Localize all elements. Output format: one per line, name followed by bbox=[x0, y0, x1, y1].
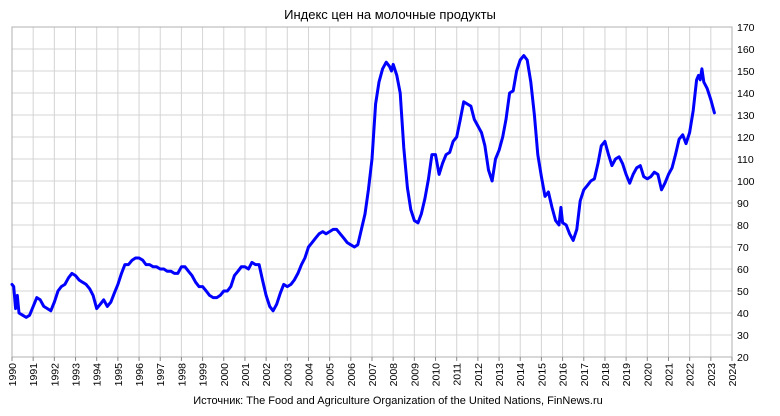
x-tick-label: 2024 bbox=[727, 363, 739, 387]
y-tick-label: 140 bbox=[737, 88, 755, 100]
x-tick-label: 2012 bbox=[473, 363, 485, 387]
y-axis-ticks: 20 30 40 50 60 70 80 90 100 110 120 130 140 150 160 170 bbox=[737, 22, 755, 364]
x-axis-ticks: 1990 1991 1992 1993 1994 1995 1996 1997 1998 1999… bbox=[7, 357, 739, 386]
y-tick-label: 30 bbox=[737, 330, 749, 342]
x-tick-label: 2023 bbox=[706, 363, 718, 387]
x-tick-label: 1997 bbox=[155, 363, 167, 387]
series-line-dairy-index bbox=[10, 54, 716, 319]
x-tick-label: 2015 bbox=[536, 363, 548, 387]
y-tick-label: 80 bbox=[737, 220, 749, 232]
x-tick-label: 1994 bbox=[92, 363, 104, 387]
x-tick-label: 2021 bbox=[663, 363, 675, 387]
x-tick-label: 2022 bbox=[685, 363, 697, 387]
x-tick-label: 1993 bbox=[71, 363, 83, 387]
x-tick-label: 2020 bbox=[642, 363, 654, 387]
x-tick-label: 1990 bbox=[7, 363, 19, 387]
x-tick-label: 2004 bbox=[303, 363, 315, 387]
x-tick-label: 2003 bbox=[282, 363, 294, 387]
x-tick-label: 2018 bbox=[600, 363, 612, 387]
y-tick-label: 40 bbox=[737, 308, 749, 320]
y-tick-label: 20 bbox=[737, 352, 749, 364]
x-tick-label: 1998 bbox=[176, 363, 188, 387]
chart-title: Индекс цен на молочные продукты bbox=[284, 7, 496, 22]
x-tick-label: 2009 bbox=[409, 363, 421, 387]
x-tick-label: 2010 bbox=[431, 363, 443, 387]
x-tick-label: 2008 bbox=[388, 363, 400, 387]
x-tick-label: 1996 bbox=[134, 363, 146, 387]
x-tick-label: 2013 bbox=[494, 363, 506, 387]
x-tick-label: 2011 bbox=[452, 363, 464, 386]
x-tick-label: 2017 bbox=[579, 363, 591, 387]
y-tick-label: 60 bbox=[737, 264, 749, 276]
x-tick-label: 2005 bbox=[325, 363, 337, 387]
x-tick-label: 2019 bbox=[621, 363, 633, 387]
x-tick-label: 1999 bbox=[198, 363, 210, 387]
y-tick-label: 90 bbox=[737, 198, 749, 210]
x-tick-label: 2016 bbox=[558, 363, 570, 387]
y-tick-label: 110 bbox=[737, 154, 754, 166]
x-tick-label: 2014 bbox=[515, 363, 527, 387]
y-tick-label: 120 bbox=[737, 132, 755, 144]
grid-lines bbox=[11, 26, 733, 358]
x-tick-label: 2002 bbox=[261, 363, 273, 387]
x-tick-label: 2001 bbox=[240, 363, 252, 387]
y-tick-label: 160 bbox=[737, 44, 755, 56]
y-tick-label: 100 bbox=[737, 176, 755, 188]
x-tick-label: 1995 bbox=[113, 363, 125, 387]
source-caption: Источник: The Food and Agriculture Organ… bbox=[193, 395, 603, 407]
y-tick-label: 70 bbox=[737, 242, 749, 254]
y-tick-label: 130 bbox=[737, 110, 755, 122]
y-tick-label: 50 bbox=[737, 286, 749, 298]
x-tick-label: 1991 bbox=[28, 363, 40, 387]
y-tick-label: 170 bbox=[737, 22, 755, 34]
y-tick-label: 150 bbox=[737, 66, 755, 78]
x-tick-label: 2000 bbox=[219, 363, 231, 387]
x-tick-label: 2006 bbox=[346, 363, 358, 387]
x-tick-label: 2007 bbox=[367, 363, 379, 387]
x-tick-label: 1992 bbox=[49, 363, 61, 387]
